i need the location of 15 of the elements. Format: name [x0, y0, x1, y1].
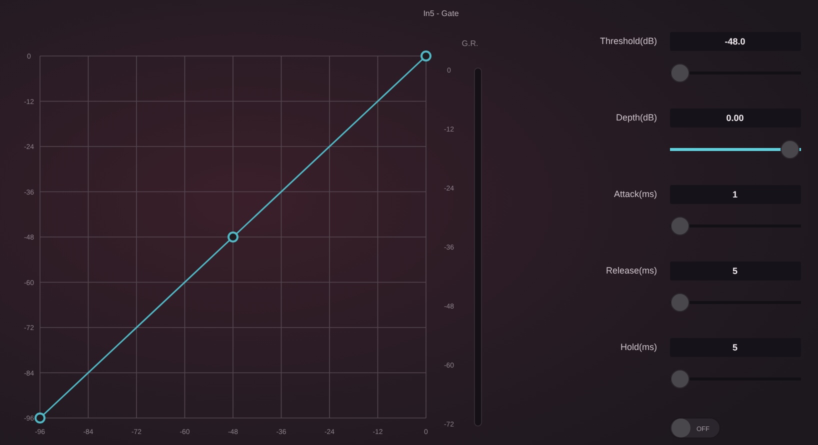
text: Depth(dB)	[616, 112, 657, 122]
text: Threshold(dB)	[600, 36, 657, 46]
text: 5	[732, 342, 738, 352]
point	[34, 412, 46, 424]
text: Hold(ms)	[620, 342, 657, 352]
text: Release(ms)	[606, 266, 657, 276]
text: 5	[732, 266, 738, 276]
y2-axis-title: G.R.	[462, 39, 478, 48]
point	[420, 50, 432, 62]
chart-title: In5 - Gate	[423, 9, 460, 18]
text: 1	[732, 190, 738, 200]
text: 0.00	[726, 113, 744, 123]
text: -48.0	[724, 36, 746, 46]
point	[228, 232, 238, 242]
text: Attack(ms)	[614, 189, 657, 199]
